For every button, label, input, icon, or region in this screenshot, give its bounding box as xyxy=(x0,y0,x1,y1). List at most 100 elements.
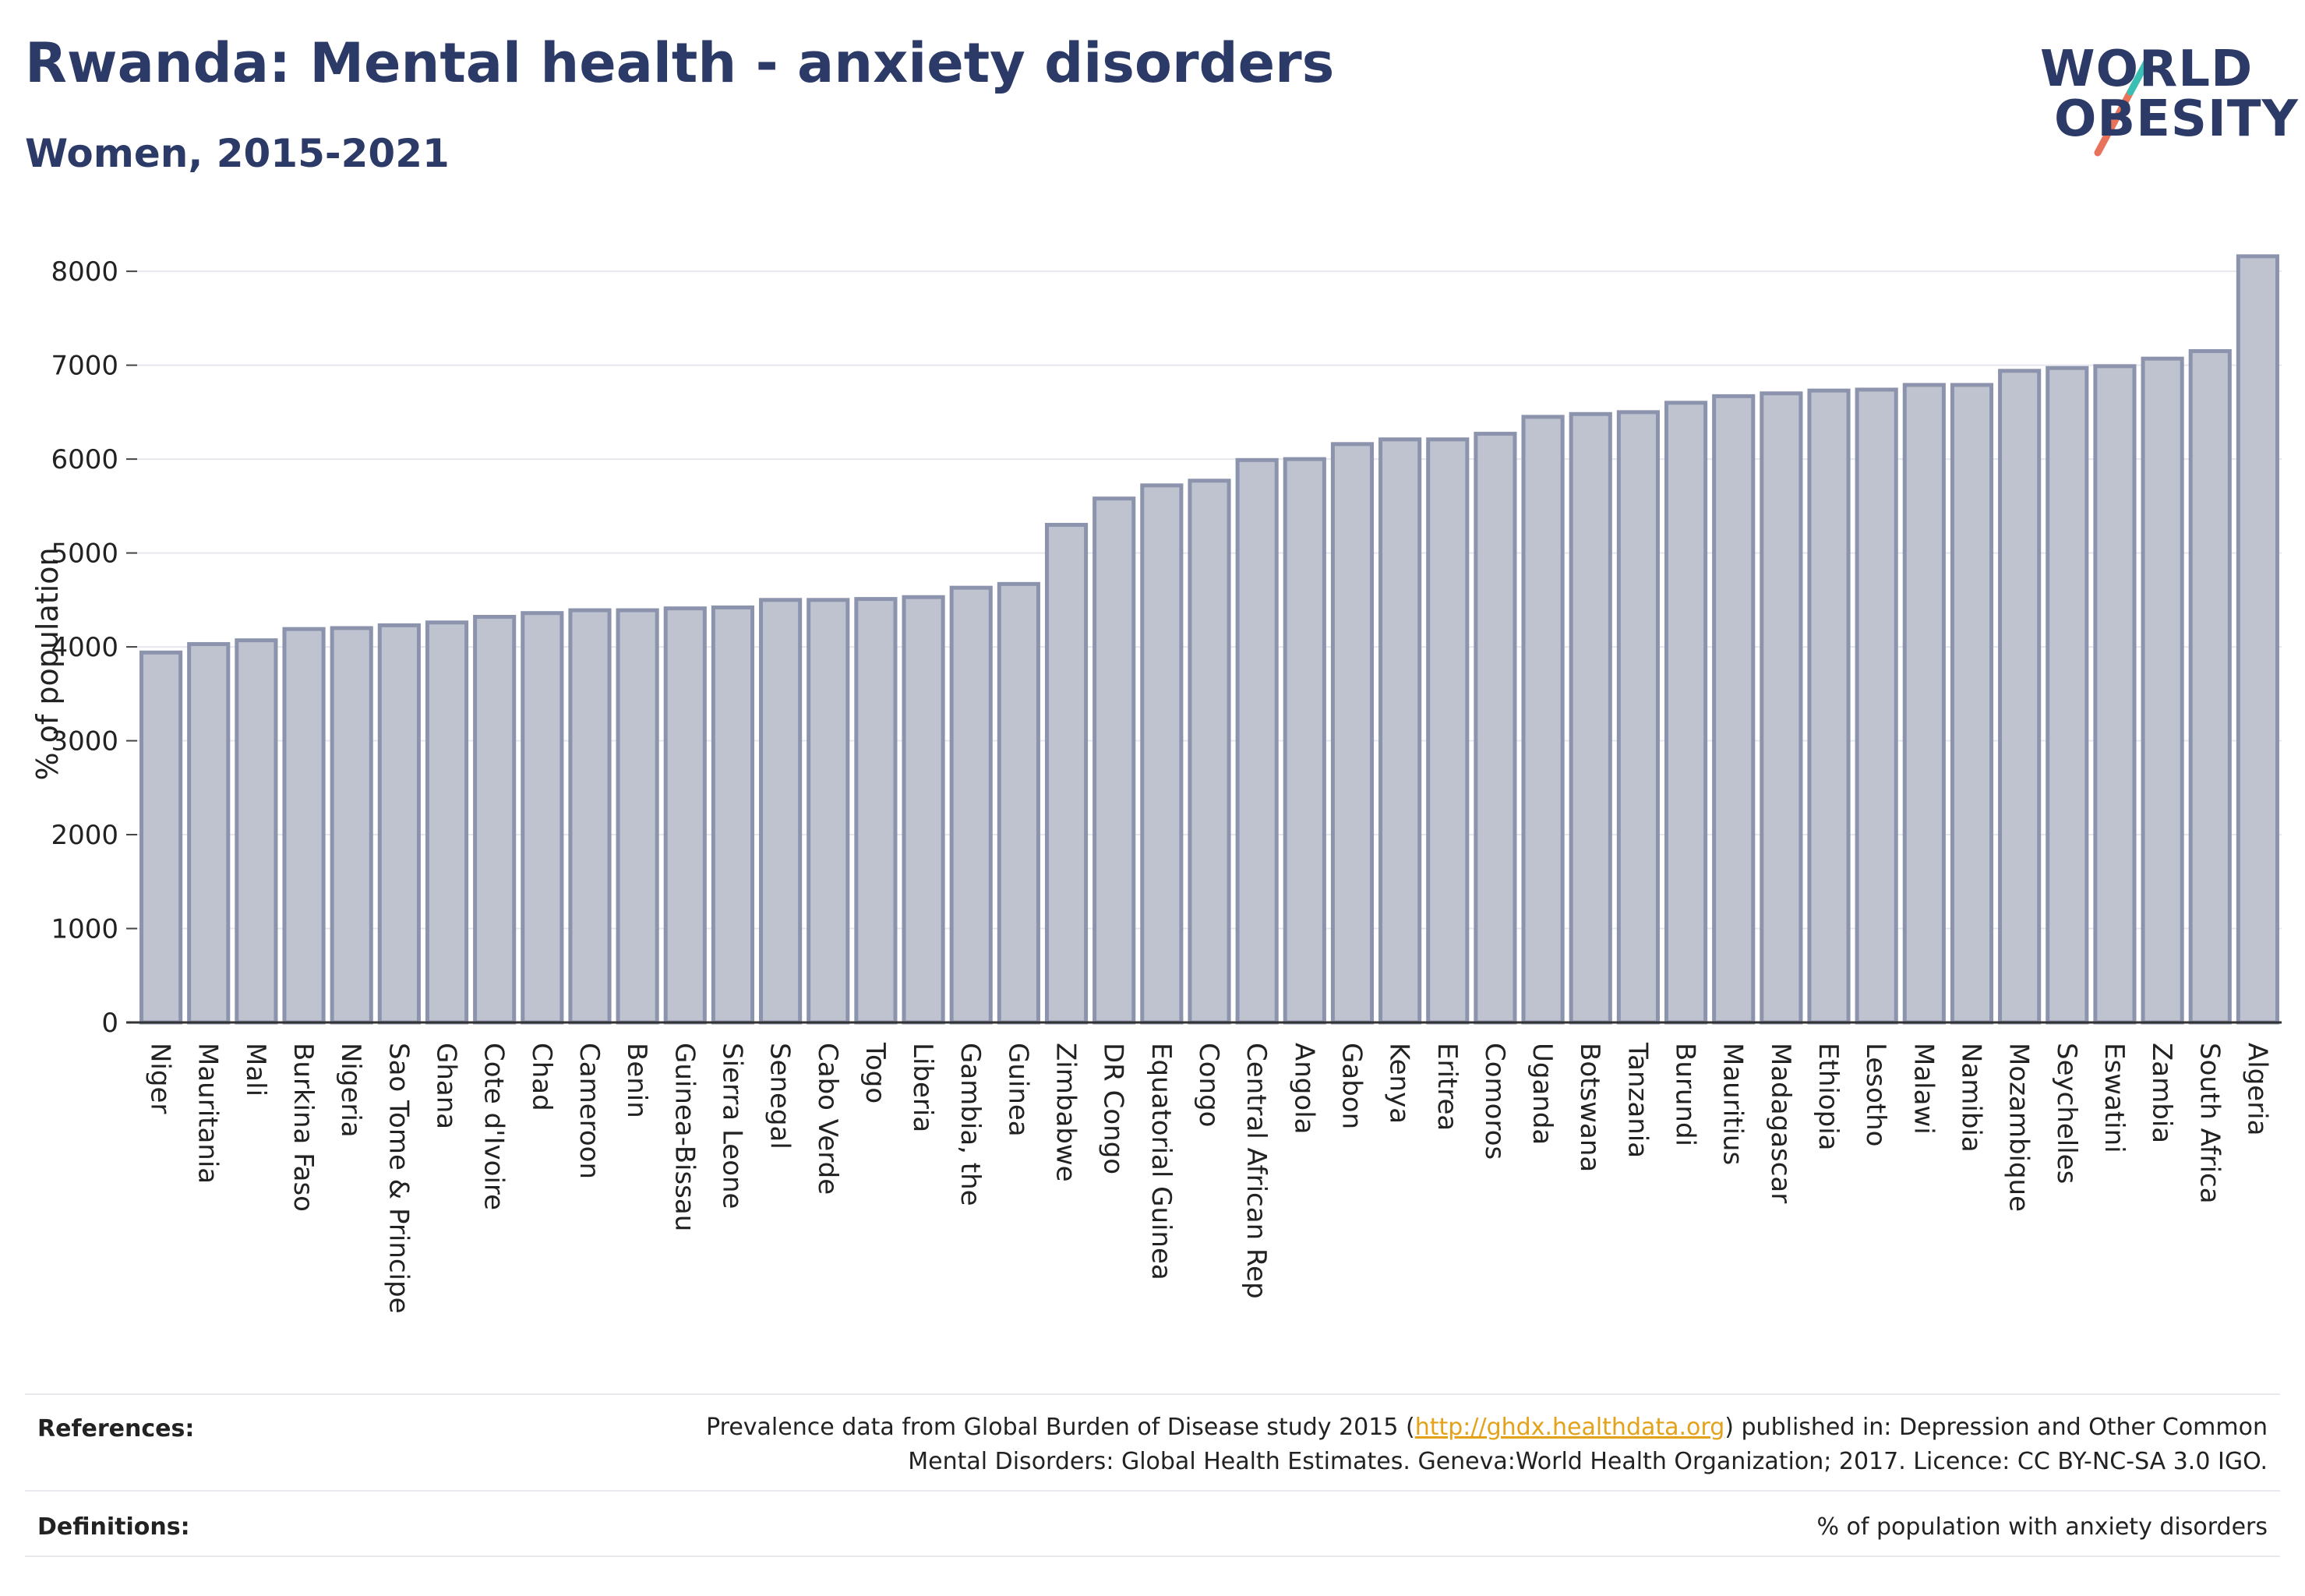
x-tick-label: Mauritius xyxy=(1717,1043,1749,1165)
bar xyxy=(759,598,803,1025)
references-text: Prevalence data from Global Burden of Di… xyxy=(631,1411,2268,1479)
x-tick-label: Mozambique xyxy=(2003,1043,2035,1212)
x-tick-label: Eswatini xyxy=(2099,1043,2130,1153)
bar xyxy=(1616,410,1660,1025)
x-tick-label: Ghana xyxy=(431,1043,462,1129)
bar xyxy=(1188,478,1231,1025)
bar xyxy=(282,627,326,1025)
x-tick-label: Guinea xyxy=(1002,1043,1033,1137)
bar xyxy=(2141,356,2184,1025)
bar xyxy=(1235,457,1279,1025)
bar xyxy=(235,638,278,1025)
bar xyxy=(1140,483,1184,1025)
references-text-pre: Prevalence data from Global Burden of Di… xyxy=(706,1414,1415,1441)
bar xyxy=(711,605,755,1025)
page-subtitle: Women, 2015-2021 xyxy=(25,131,450,176)
bar xyxy=(139,650,183,1025)
bar xyxy=(616,608,659,1025)
bar xyxy=(902,595,945,1025)
x-tick-label: Eritrea xyxy=(1431,1043,1463,1131)
x-tick-label: Mauritania xyxy=(192,1043,224,1184)
bar-chart: 0 1000 2000 3000 4000 5000 6000 7000 8000 % of po… xyxy=(30,254,2282,1314)
bar xyxy=(330,626,373,1025)
x-tick-label: Lesotho xyxy=(1860,1043,1891,1146)
footer-divider-bottom xyxy=(25,1555,2280,1557)
x-tick-label: Angola xyxy=(1288,1043,1319,1134)
bar xyxy=(2046,365,2089,1025)
bar xyxy=(1712,394,1756,1025)
bar xyxy=(425,620,469,1025)
bar xyxy=(663,606,707,1025)
bar xyxy=(1521,415,1565,1025)
references-text-post: ) published in: Depression and Other Com… xyxy=(1724,1414,2268,1441)
x-tick-label: Benin xyxy=(621,1043,652,1118)
definitions-text: % of population with anxiety disorders xyxy=(1816,1513,2268,1541)
y-tick-label: 1000 xyxy=(51,914,118,945)
x-tick-label: Zambia xyxy=(2146,1043,2177,1143)
x-tick-label: Madagascar xyxy=(1765,1043,1796,1203)
logo-word-world: WORLD xyxy=(2040,41,2254,98)
bar xyxy=(1044,522,1089,1025)
x-tick-label: Central African Rep xyxy=(1241,1043,1272,1299)
y-tick-label: 0 xyxy=(101,1008,118,1039)
y-tick-label: 5000 xyxy=(51,538,118,570)
bar xyxy=(807,598,850,1025)
x-tick-label: Burkina Faso xyxy=(288,1043,319,1212)
x-tick-label: South Africa xyxy=(2194,1043,2225,1204)
x-tick-label: Uganda xyxy=(1527,1043,1558,1145)
bar xyxy=(1330,442,1375,1025)
bar xyxy=(1760,391,1803,1025)
x-tick-label: Comoros xyxy=(1479,1043,1510,1160)
bar xyxy=(1950,383,1994,1025)
bar xyxy=(1902,383,1946,1025)
x-tick-label: Congo xyxy=(1193,1043,1224,1127)
bar xyxy=(2188,349,2232,1025)
x-tick-label: Tanzania xyxy=(1622,1042,1653,1158)
bar xyxy=(377,623,421,1025)
references-label: References: xyxy=(37,1415,195,1442)
bar xyxy=(1569,411,1612,1025)
page-title: Rwanda: Mental health - anxiety disorder… xyxy=(25,31,1335,95)
bar xyxy=(949,585,993,1025)
x-tick-label: Malawi xyxy=(1908,1043,1939,1135)
bar xyxy=(2093,364,2137,1025)
y-axis-label: % of population xyxy=(30,547,65,780)
bar xyxy=(187,641,231,1025)
bar xyxy=(473,615,517,1025)
logo-word-obesity: OBESITY xyxy=(2054,90,2299,148)
x-tick-label: Togo xyxy=(860,1042,891,1103)
y-tick-label: 6000 xyxy=(51,444,118,475)
x-tick-label: Zimbabwe xyxy=(1050,1043,1082,1182)
y-tick-label: 8000 xyxy=(51,256,118,288)
bar xyxy=(1426,437,1470,1025)
x-tick-label: Burundi xyxy=(1670,1043,1701,1146)
x-tick-label: Mali xyxy=(240,1043,271,1096)
footer-divider-top xyxy=(25,1393,2280,1395)
bar xyxy=(1807,388,1851,1025)
x-tick-label: Equatorial Guinea xyxy=(1145,1043,1177,1280)
x-tick-label: Ethiopia xyxy=(1813,1043,1844,1150)
bar xyxy=(1998,369,2042,1025)
x-tick-label: DR Congo xyxy=(1098,1043,1129,1174)
y-tick-label: 3000 xyxy=(51,726,118,757)
x-tick-label: Botswana xyxy=(1574,1043,1605,1172)
y-tick-label: 2000 xyxy=(51,820,118,851)
x-tick-label: Sao Tome & Principe xyxy=(383,1043,414,1314)
bar xyxy=(1378,437,1422,1025)
x-tick-label: Cameroon xyxy=(574,1043,605,1179)
bar xyxy=(1664,401,1708,1025)
y-tick-label: 7000 xyxy=(51,351,118,382)
x-tick-label: Chad xyxy=(526,1043,557,1111)
definitions-label: Definitions: xyxy=(37,1513,190,1541)
logo-slash-icon xyxy=(2094,51,2155,157)
x-tick-label: Sierra Leone xyxy=(716,1043,747,1209)
footer-divider-middle xyxy=(25,1490,2280,1492)
bar xyxy=(2236,254,2279,1025)
x-tick-label: Senegal xyxy=(764,1043,796,1149)
bar xyxy=(1283,457,1326,1025)
references-text-line2: Mental Disorders: Global Health Estimate… xyxy=(908,1448,2268,1475)
references-link[interactable]: http://ghdx.healthdata.org xyxy=(1414,1414,1725,1441)
y-tick-label: 4000 xyxy=(51,632,118,663)
x-tick-label: Guinea-Bissau xyxy=(669,1043,700,1231)
world-obesity-logo: WORLD OBESITY xyxy=(2032,28,2298,168)
